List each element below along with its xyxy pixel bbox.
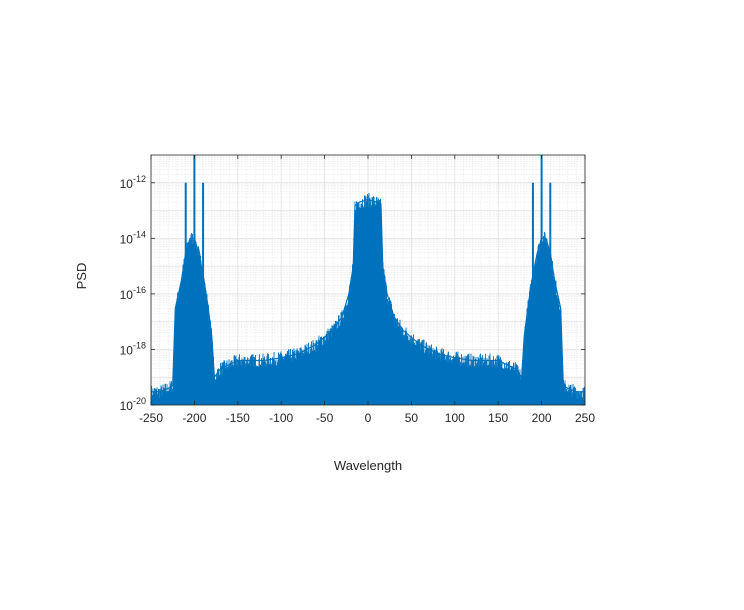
y-tick-label: 10-20 bbox=[120, 396, 146, 413]
y-tick-label: 10-12 bbox=[120, 174, 146, 191]
x-tick-label: -200 bbox=[182, 411, 206, 425]
x-tick-label: 150 bbox=[488, 411, 508, 425]
y-tick-label: 10-18 bbox=[120, 340, 146, 357]
x-tick-label: 200 bbox=[532, 411, 552, 425]
plot-series-group bbox=[151, 155, 585, 405]
y-tick-label: 10-14 bbox=[120, 229, 146, 246]
x-axis-ticks: -250 -200 -150 -100 -50 0 50 100 150 200 250 bbox=[139, 155, 595, 425]
x-tick-label: 0 bbox=[365, 411, 372, 425]
y-axis-label: PSD bbox=[74, 263, 89, 290]
psd-series-trace bbox=[151, 192, 585, 405]
psd-series-envelope bbox=[151, 198, 585, 393]
x-tick-label: -100 bbox=[269, 411, 293, 425]
x-tick-label: -150 bbox=[226, 411, 250, 425]
x-tick-label: 50 bbox=[405, 411, 419, 425]
x-tick-label: -250 bbox=[139, 411, 163, 425]
x-tick-label: -50 bbox=[316, 411, 334, 425]
x-tick-label: 250 bbox=[575, 411, 595, 425]
y-axis-ticks: 10-20 10-18 10-16 10-14 10-12 bbox=[120, 174, 585, 413]
y-tick-label: 10-16 bbox=[120, 285, 146, 302]
x-axis-label: Wavelength bbox=[334, 458, 402, 473]
x-tick-label: 100 bbox=[445, 411, 465, 425]
